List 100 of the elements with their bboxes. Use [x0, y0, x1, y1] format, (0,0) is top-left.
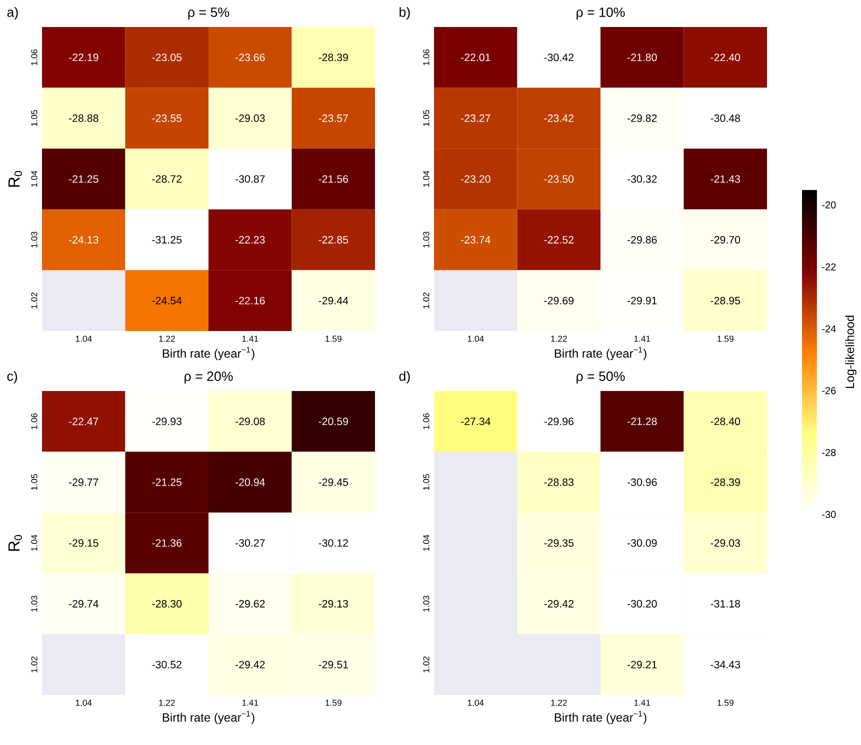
x-axis-title: Birth rate (year$^{−1}$) — [554, 710, 646, 724]
chart-title: ρ = 5% — [188, 8, 230, 20]
color-bar-label: -24 — [822, 325, 836, 332]
data-label: -29.74 — [68, 600, 98, 608]
data-label: -29.77 — [68, 478, 98, 486]
data-label: -27.34 — [460, 418, 490, 426]
data-label: -21.80 — [627, 54, 657, 62]
y-tick-label: 1.05 — [31, 474, 38, 490]
data-label: -30.32 — [627, 175, 657, 183]
data-label: -23.20 — [460, 175, 490, 183]
y-tick-label: 1.04 — [31, 170, 38, 187]
data-label: -29.93 — [152, 418, 182, 426]
y-tick-label: 1.04 — [423, 534, 430, 551]
data-label: -29.51 — [318, 660, 348, 668]
chart-title: ρ = 10% — [576, 8, 625, 20]
text: b) — [400, 7, 410, 20]
data-label: -29.08 — [235, 418, 265, 426]
x-tick-label: 1.59 — [718, 700, 734, 706]
data-label: -21.43 — [710, 175, 740, 183]
y-tick-label: 1.02 — [31, 656, 38, 672]
data-label: -23.42 — [544, 114, 574, 122]
data-label: -29.69 — [544, 296, 574, 304]
y-tick-label: 1.02 — [31, 292, 38, 308]
data-label: -23.74 — [460, 236, 490, 244]
x-tick-label: 1.04 — [76, 336, 92, 342]
data-label: -23.05 — [152, 54, 182, 62]
x-tick-label: 1.04 — [468, 700, 484, 706]
data-label: -29.44 — [318, 296, 348, 304]
y-tick-label: 1.03 — [31, 596, 38, 612]
y-tick-label: 1.02 — [423, 656, 430, 672]
data-label: -23.55 — [152, 114, 182, 122]
data-label: -21.36 — [152, 539, 182, 547]
data-label: -29.13 — [318, 600, 348, 608]
data-label: -20.94 — [235, 478, 265, 486]
data-label: -30.42 — [544, 54, 574, 62]
data-label: -22.01 — [460, 54, 490, 62]
data-label: -30.27 — [235, 539, 265, 547]
y-tick-label: 1.04 — [423, 170, 430, 187]
text: a) — [7, 7, 18, 20]
y-tick-label: 1.05 — [423, 474, 430, 490]
y-tick-label: 1.03 — [423, 596, 430, 612]
data-label: -21.25 — [152, 478, 182, 486]
data-label: -23.57 — [318, 114, 348, 122]
data-label: -28.39 — [710, 478, 740, 486]
data-label: -21.25 — [68, 175, 98, 183]
y-tick-label: 1.04 — [31, 534, 38, 551]
data-label: -29.62 — [235, 600, 265, 608]
y-tick-label: 1.05 — [423, 110, 430, 126]
data-label: -28.95 — [710, 296, 740, 304]
y-tick-label: 1.06 — [31, 413, 38, 430]
data-label: -28.88 — [68, 114, 98, 122]
x-tick-label: 1.22 — [159, 700, 175, 706]
data-label: -22.19 — [68, 54, 98, 62]
chart-title: ρ = 50% — [576, 372, 625, 384]
data-label: -21.28 — [627, 418, 657, 426]
data-label: -22.52 — [544, 236, 574, 244]
data-label: -23.50 — [544, 175, 574, 183]
x-tick-label: 1.59 — [718, 336, 734, 342]
color-bar-label: -28 — [822, 449, 836, 456]
data-label: -22.47 — [68, 418, 98, 426]
x-tick-label: 1.59 — [326, 700, 342, 706]
data-label: -31.18 — [710, 600, 740, 608]
x-tick-label: 1.41 — [242, 336, 258, 342]
data-label: -30.09 — [627, 539, 657, 547]
data-label: -30.48 — [710, 114, 740, 122]
data-label: -22.85 — [318, 236, 348, 244]
data-label: -23.66 — [235, 54, 265, 62]
y-tick-label: 1.06 — [423, 49, 430, 66]
data-label: -29.42 — [235, 660, 265, 668]
y-tick-label: 1.02 — [423, 292, 430, 308]
data-label: -31.25 — [152, 236, 182, 244]
text: c) — [7, 371, 18, 384]
data-label: -28.83 — [544, 478, 574, 486]
y-axis-title: R$_{0}$ — [8, 170, 22, 187]
y-axis-title: R$_{0}$ — [8, 534, 22, 551]
data-label: -29.70 — [710, 236, 740, 244]
y-tick-label: 1.03 — [423, 232, 430, 248]
x-axis-title: Birth rate (year$^{−1}$) — [554, 346, 646, 360]
color-bar-label: -26 — [822, 387, 836, 394]
x-tick-label: 1.22 — [159, 336, 175, 342]
data-label: -28.30 — [152, 600, 182, 608]
y-tick-label: 1.05 — [31, 110, 38, 126]
y-tick-label: 1.06 — [31, 49, 38, 66]
x-axis-title: Birth rate (year$^{−1}$) — [162, 710, 254, 724]
y-tick-label: 1.03 — [31, 232, 38, 248]
x-tick-label: 1.41 — [242, 700, 258, 706]
text: d) — [399, 371, 410, 384]
data-label: -29.86 — [627, 236, 657, 244]
data-label: -28.40 — [710, 418, 740, 426]
data-label: -29.82 — [627, 114, 657, 122]
x-tick-label: 1.59 — [326, 336, 342, 342]
data-label: -29.42 — [544, 600, 574, 608]
x-tick-label: 1.22 — [551, 700, 567, 706]
color-bar-label: -20 — [822, 201, 836, 208]
data-label: -28.39 — [318, 54, 348, 62]
data-label: -29.96 — [544, 418, 574, 426]
x-tick-label: 1.04 — [76, 700, 92, 706]
data-label: -29.35 — [544, 539, 574, 547]
data-label: -30.52 — [152, 660, 182, 668]
data-label: -30.87 — [235, 175, 265, 183]
